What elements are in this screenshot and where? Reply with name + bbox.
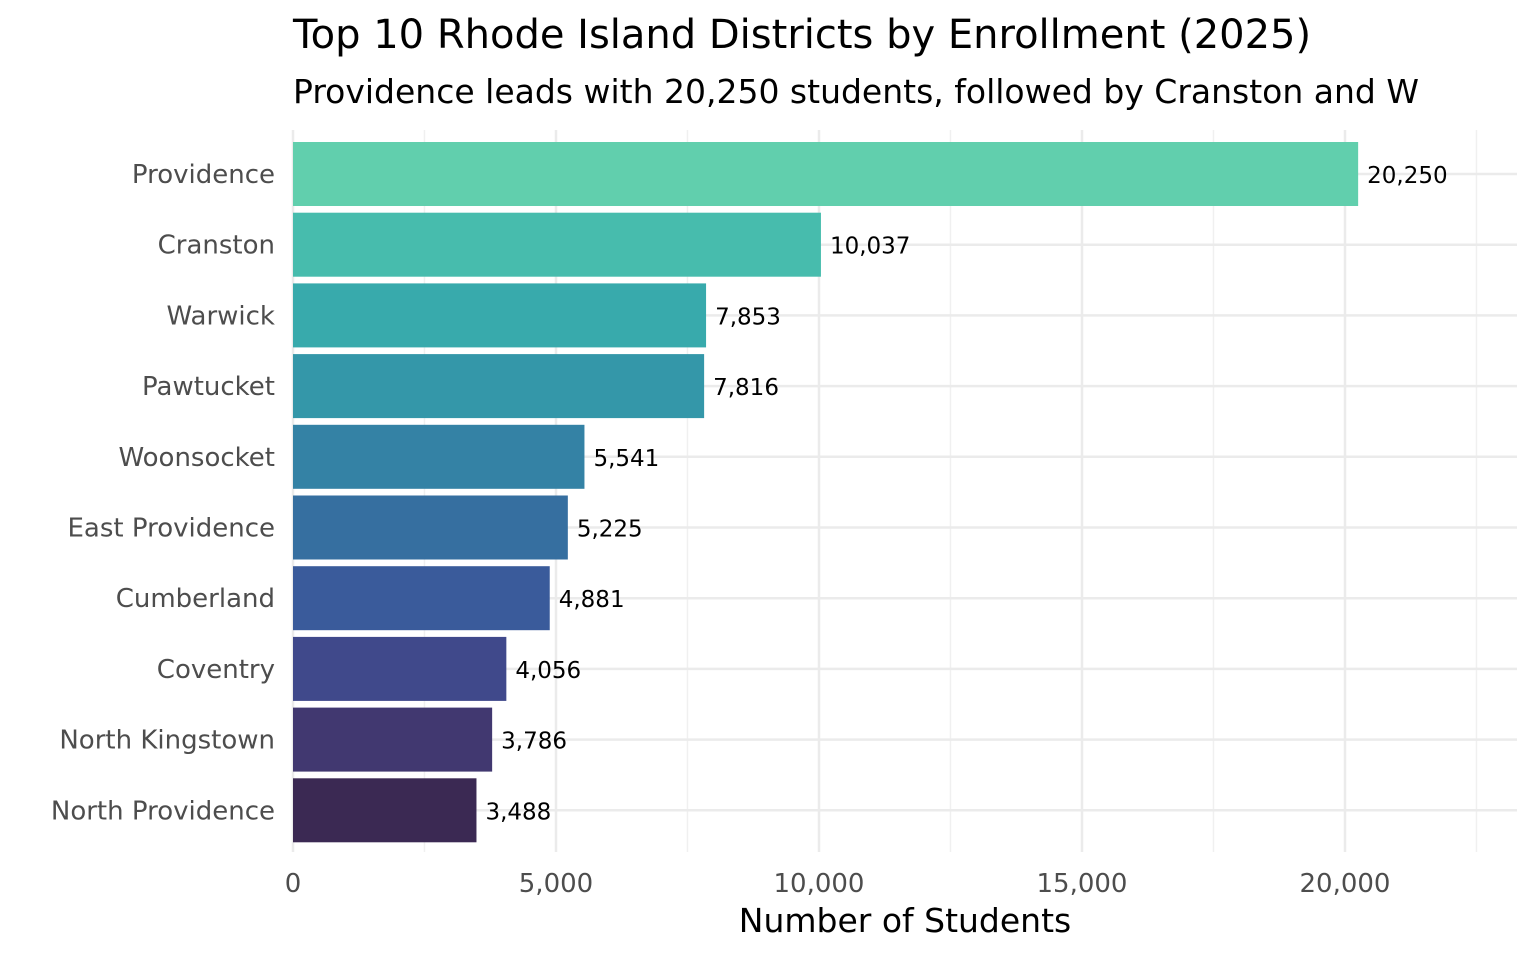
bar-cumberland: [293, 566, 550, 631]
y-tick-label: North Providence: [51, 796, 275, 826]
bar-north-kingstown: [293, 707, 493, 772]
bar-coventry: [293, 636, 507, 701]
y-tick-label: Coventry: [157, 655, 275, 685]
data-label: 3,488: [485, 799, 551, 825]
bar-east-providence: [293, 495, 568, 560]
data-label: 10,037: [830, 234, 910, 260]
x-tick-label: 15,000: [1037, 869, 1128, 899]
data-label: 3,786: [501, 729, 567, 755]
bar-providence: [293, 142, 1359, 206]
data-label: 7,853: [715, 304, 781, 330]
chart-subtitle: Providence leads with 20,250 students, f…: [293, 72, 1419, 111]
bar-cranston: [293, 212, 821, 277]
data-label: 4,056: [515, 658, 581, 684]
chart-title: Top 10 Rhode Island Districts by Enrollm…: [293, 12, 1312, 58]
y-tick-label: North Kingstown: [59, 726, 275, 756]
bar-pawtucket: [293, 354, 705, 419]
y-tick-label: Warwick: [166, 301, 275, 331]
data-label: 4,881: [559, 587, 625, 613]
x-axis-label: Number of Students: [739, 901, 1071, 940]
x-tick-label: 5,000: [519, 869, 593, 899]
y-tick-label: Cranston: [158, 231, 275, 261]
y-tick-label: Providence: [132, 160, 275, 190]
x-tick-label: 10,000: [774, 869, 865, 899]
bar-north-providence: [293, 778, 477, 843]
x-tick-label: 0: [285, 869, 302, 899]
bar-woonsocket: [293, 424, 585, 489]
y-tick-label: Pawtucket: [142, 372, 275, 402]
data-label: 7,816: [713, 375, 779, 401]
data-label: 5,225: [577, 517, 643, 543]
y-tick-label: Woonsocket: [118, 443, 275, 473]
bar-warwick: [293, 283, 707, 348]
x-tick-label: 20,000: [1300, 869, 1391, 899]
data-label: 5,541: [593, 446, 659, 472]
data-label: 20,250: [1367, 163, 1447, 189]
y-tick-label: East Providence: [68, 514, 276, 544]
y-tick-label: Cumberland: [116, 584, 275, 614]
